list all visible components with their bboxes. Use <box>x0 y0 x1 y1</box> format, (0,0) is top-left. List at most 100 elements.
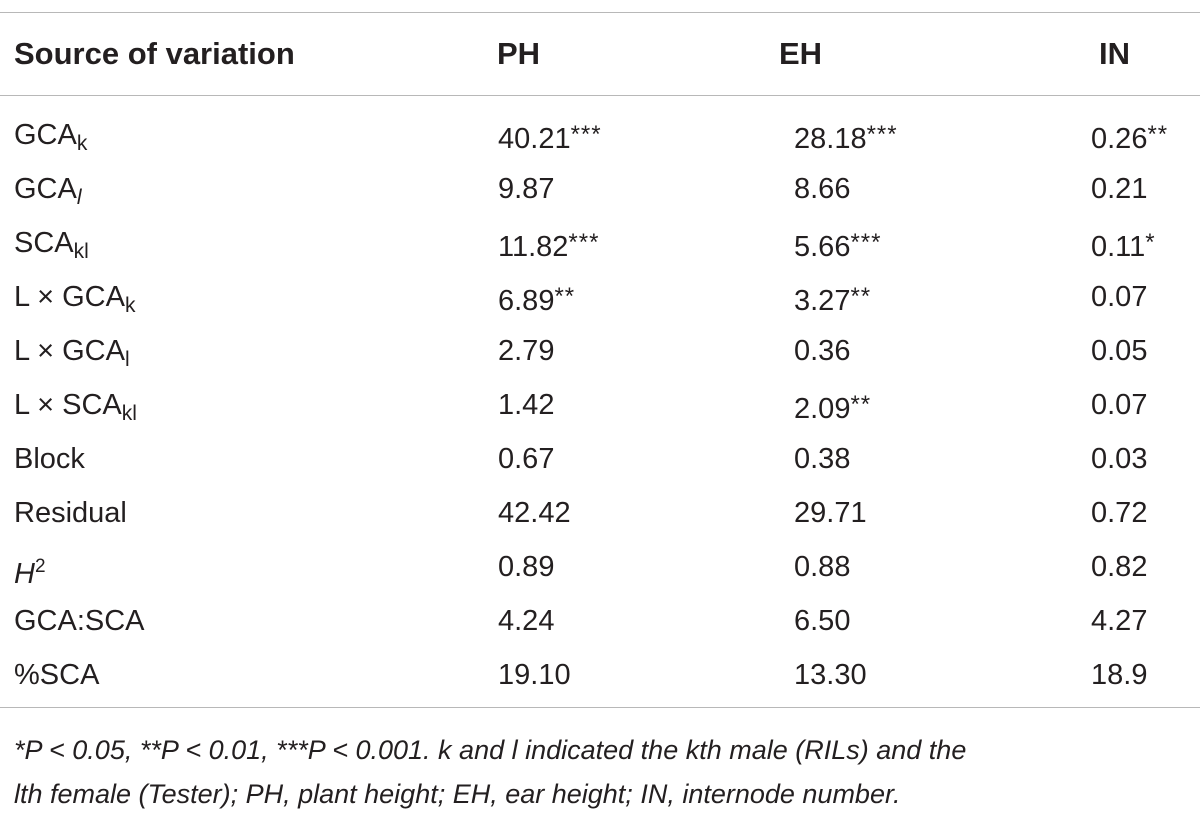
cell-ph: 2.79 <box>498 324 554 378</box>
ph-value: 19.10 <box>498 659 571 691</box>
cell-eh: 6.50 <box>794 594 850 648</box>
table-row: GCA:SCA 4.24 6.50 4.27 <box>0 594 1200 648</box>
eh-value: 3.27 <box>794 285 851 317</box>
cell-source: L × GCAk <box>14 270 135 333</box>
table-row: L × SCAkl 1.42 2.09** 0.07 <box>0 378 1200 432</box>
cell-in: 0.82 <box>1091 540 1147 594</box>
source-subscript: l <box>124 348 130 371</box>
table-footnote: *P < 0.05, **P < 0.01, ***P < 0.001. k a… <box>14 728 1189 816</box>
cell-eh: 0.36 <box>794 324 850 378</box>
eh-significance: *** <box>850 229 882 256</box>
cell-source: GCAl <box>14 162 82 225</box>
cell-eh: 0.88 <box>794 540 850 594</box>
table-body: GCAk 40.21*** 28.18*** 0.26** GCAl 9.87 8.66 0.… <box>0 108 1200 702</box>
header-ph: PH <box>497 36 541 71</box>
cell-source: Block <box>14 432 85 486</box>
cell-eh: 2.09** <box>794 378 871 436</box>
table-row: H2 0.89 0.88 0.82 <box>0 540 1200 594</box>
table-row: L × GCAl 2.79 0.36 0.05 <box>0 324 1200 378</box>
eh-value: 8.66 <box>794 173 851 205</box>
source-label: H <box>14 558 35 590</box>
table-row: GCAk 40.21*** 28.18*** 0.26** <box>0 108 1200 162</box>
eh-significance: *** <box>866 121 898 148</box>
ph-value: 4.24 <box>498 605 555 637</box>
in-value: 0.21 <box>1091 173 1148 205</box>
source-label: L × GCA <box>14 281 125 313</box>
eh-value: 5.66 <box>794 231 851 263</box>
cell-in: 18.9 <box>1091 648 1147 702</box>
cell-ph: 11.82*** <box>498 216 599 274</box>
cell-in: 0.21 <box>1091 162 1147 216</box>
ph-value: 0.89 <box>498 551 555 583</box>
eh-value: 0.88 <box>794 551 851 583</box>
source-label: %SCA <box>14 659 100 691</box>
cell-source: H2 <box>14 540 46 601</box>
footnote-line-1: *P < 0.05, **P < 0.01, ***P < 0.001. k a… <box>14 735 967 765</box>
cell-ph: 40.21*** <box>498 108 602 166</box>
source-superscript: 2 <box>34 556 46 577</box>
cell-source: Residual <box>14 486 127 540</box>
cell-ph: 42.42 <box>498 486 571 540</box>
source-subscript: k <box>124 294 136 317</box>
eh-value: 29.71 <box>794 497 867 529</box>
table-top-rule <box>0 12 1200 13</box>
cell-eh: 28.18*** <box>794 108 898 166</box>
cell-in: 0.11* <box>1091 216 1156 274</box>
cell-eh: 3.27** <box>794 270 871 328</box>
ph-value: 40.21 <box>498 123 571 155</box>
source-subscript: l <box>76 186 82 209</box>
cell-in: 0.07 <box>1091 378 1147 432</box>
in-value: 18.9 <box>1091 659 1148 691</box>
table-row: Residual 42.42 29.71 0.72 <box>0 486 1200 540</box>
eh-significance: ** <box>850 283 872 310</box>
in-value: 0.72 <box>1091 497 1148 529</box>
in-value: 0.82 <box>1091 551 1148 583</box>
cell-source: %SCA <box>14 648 99 702</box>
in-significance: * <box>1145 229 1156 256</box>
cell-source: L × GCAl <box>14 324 130 387</box>
in-value: 0.07 <box>1091 389 1148 421</box>
in-value: 0.05 <box>1091 335 1148 367</box>
table-bottom-rule <box>0 707 1200 708</box>
source-label: GCA:SCA <box>14 605 145 637</box>
eh-value: 28.18 <box>794 123 867 155</box>
source-subscript: kl <box>121 402 137 425</box>
ph-value: 1.42 <box>498 389 555 421</box>
cell-source: GCAk <box>14 108 87 171</box>
cell-source: L × SCAkl <box>14 378 137 441</box>
ph-significance: *** <box>570 121 602 148</box>
table-row: GCAl 9.87 8.66 0.21 <box>0 162 1200 216</box>
in-value: 4.27 <box>1091 605 1148 637</box>
in-value: 0.03 <box>1091 443 1148 475</box>
eh-significance: ** <box>850 391 872 418</box>
eh-value: 2.09 <box>794 393 851 425</box>
in-significance: ** <box>1147 121 1169 148</box>
ph-value: 2.79 <box>498 335 555 367</box>
cell-ph: 9.87 <box>498 162 554 216</box>
table-header-rule <box>0 95 1200 96</box>
ph-value: 42.42 <box>498 497 571 529</box>
cell-ph: 19.10 <box>498 648 571 702</box>
source-label: L × GCA <box>14 335 125 367</box>
table-row: SCAkl 11.82*** 5.66*** 0.11* <box>0 216 1200 270</box>
cell-in: 0.26** <box>1091 108 1168 166</box>
cell-in: 0.07 <box>1091 270 1147 324</box>
source-label: L × SCA <box>14 389 122 421</box>
cell-in: 0.03 <box>1091 432 1147 486</box>
ph-value: 9.87 <box>498 173 555 205</box>
eh-value: 13.30 <box>794 659 867 691</box>
in-value: 0.26 <box>1091 123 1148 155</box>
header-source-of-variation: Source of variation <box>14 36 295 71</box>
header-in: IN <box>1099 36 1130 71</box>
source-label: Block <box>14 443 85 475</box>
ph-significance: *** <box>568 229 600 256</box>
table-row: %SCA 19.10 13.30 18.9 <box>0 648 1200 702</box>
in-value: 0.11 <box>1091 231 1146 263</box>
cell-ph: 0.67 <box>498 432 554 486</box>
cell-source: GCA:SCA <box>14 594 145 648</box>
cell-in: 0.05 <box>1091 324 1147 378</box>
cell-ph: 4.24 <box>498 594 554 648</box>
ph-value: 6.89 <box>498 285 555 317</box>
table-row: Block 0.67 0.38 0.03 <box>0 432 1200 486</box>
cell-in: 4.27 <box>1091 594 1147 648</box>
